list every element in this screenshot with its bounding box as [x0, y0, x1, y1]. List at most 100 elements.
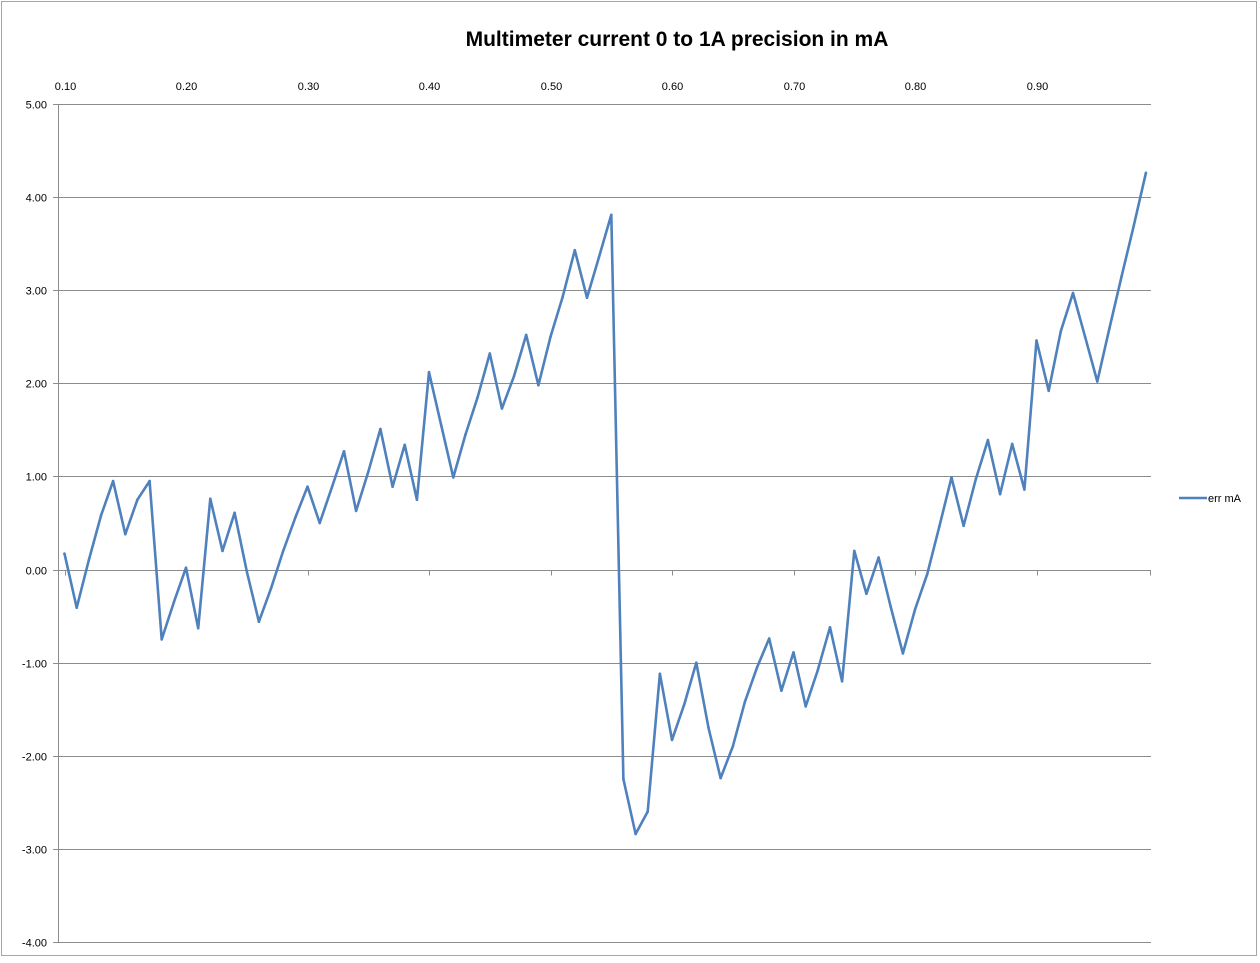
data-point [512, 374, 516, 378]
data-point [1010, 442, 1014, 446]
data-point [695, 661, 698, 664]
chart-title: Multimeter current 0 to 1A precision in … [466, 28, 889, 51]
data-point [780, 689, 783, 692]
data-point [281, 549, 285, 553]
y-tick-label: 3.00 [26, 286, 47, 298]
data-point [938, 525, 941, 528]
data-point [124, 532, 127, 536]
data-point [853, 549, 856, 553]
x-tick-label: 0.40 [419, 81, 440, 93]
data-point [537, 383, 540, 387]
data-point [500, 407, 504, 410]
data-point [682, 703, 686, 706]
data-point [136, 498, 139, 502]
data-point [1035, 339, 1038, 342]
data-point [743, 700, 747, 704]
data-point [597, 255, 601, 258]
data-point [974, 477, 978, 481]
data-point [913, 608, 917, 611]
data-point [427, 370, 431, 374]
data-point [294, 516, 297, 519]
data-point [403, 443, 407, 447]
data-point [998, 492, 1002, 496]
data-point [75, 606, 78, 609]
data-point [245, 570, 249, 573]
data-point [1083, 335, 1087, 339]
data-point [755, 666, 759, 669]
data-point [269, 586, 273, 590]
data-point [342, 450, 346, 453]
data-point [306, 485, 309, 489]
axes [53, 104, 1151, 943]
data-point [354, 509, 358, 513]
data-point [330, 486, 334, 489]
data-point [646, 810, 649, 813]
data-point [184, 566, 188, 569]
y-tick-label: 1.00 [26, 472, 47, 484]
data-point [1071, 291, 1075, 295]
data-point [196, 626, 200, 630]
data-point [452, 476, 455, 479]
data-point [767, 637, 771, 640]
x-axis-tick-labels: 0.10 0.20 0.30 0.40 0.50 0.60 0.70 0.80 0.90 [55, 81, 1048, 93]
x-tick-label: 0.50 [541, 81, 562, 93]
x-tick-label: 0.20 [176, 81, 197, 93]
y-tick-label: -3.00 [22, 845, 47, 857]
y-axis-tick-labels: 5.00 4.00 3.00 2.00 1.00 0.00 -1.00 -2.00 -3.00 -… [22, 100, 47, 950]
data-point [209, 497, 212, 501]
data-point [561, 295, 564, 299]
data-point [877, 556, 880, 559]
data-point [233, 511, 236, 515]
data-point [828, 626, 832, 629]
y-tick-label: -4.00 [22, 938, 47, 950]
legend: err mA [1179, 493, 1242, 505]
legend-label: err mA [1208, 493, 1242, 505]
data-point [318, 521, 322, 525]
y-tick-label: 2.00 [26, 379, 47, 391]
series-layer [63, 171, 1148, 836]
data-point [610, 213, 613, 217]
y-tick-label: 0.00 [26, 566, 47, 578]
data-point [901, 652, 905, 655]
data-point [488, 352, 492, 355]
data-point [549, 335, 552, 339]
data-point [439, 423, 443, 427]
data-point [87, 558, 91, 562]
data-point [1096, 380, 1099, 383]
y-tick-label: -2.00 [22, 752, 47, 764]
data-point [925, 572, 929, 576]
y-tick-label: 4.00 [26, 193, 47, 205]
data-point [719, 776, 722, 780]
data-point [99, 514, 103, 517]
data-point [476, 396, 479, 399]
data-point [962, 524, 965, 528]
y-tick-label: 5.00 [26, 100, 47, 112]
data-point [889, 605, 892, 609]
data-point [1059, 329, 1063, 333]
y-tick-label: -1.00 [22, 659, 47, 671]
data-point [1047, 389, 1050, 393]
data-point [221, 549, 224, 553]
data-point [367, 470, 370, 474]
data-point [1120, 275, 1123, 278]
gridlines [58, 104, 1151, 943]
x-tick-label: 0.60 [662, 81, 683, 93]
data-point [840, 680, 844, 683]
x-tick-label: 0.80 [905, 81, 926, 93]
data-point [707, 726, 710, 730]
data-point [1023, 488, 1026, 491]
data-point [1144, 171, 1148, 175]
data-point [415, 498, 419, 502]
data-point [111, 479, 115, 483]
data-point [172, 600, 176, 604]
data-point [986, 438, 990, 442]
data-point [391, 485, 394, 489]
data-point [585, 296, 589, 300]
data-point [379, 427, 382, 431]
data-point [573, 248, 577, 252]
x-tick-label: 0.30 [298, 81, 319, 93]
x-tick-label: 0.70 [784, 81, 805, 93]
data-point [865, 592, 868, 596]
